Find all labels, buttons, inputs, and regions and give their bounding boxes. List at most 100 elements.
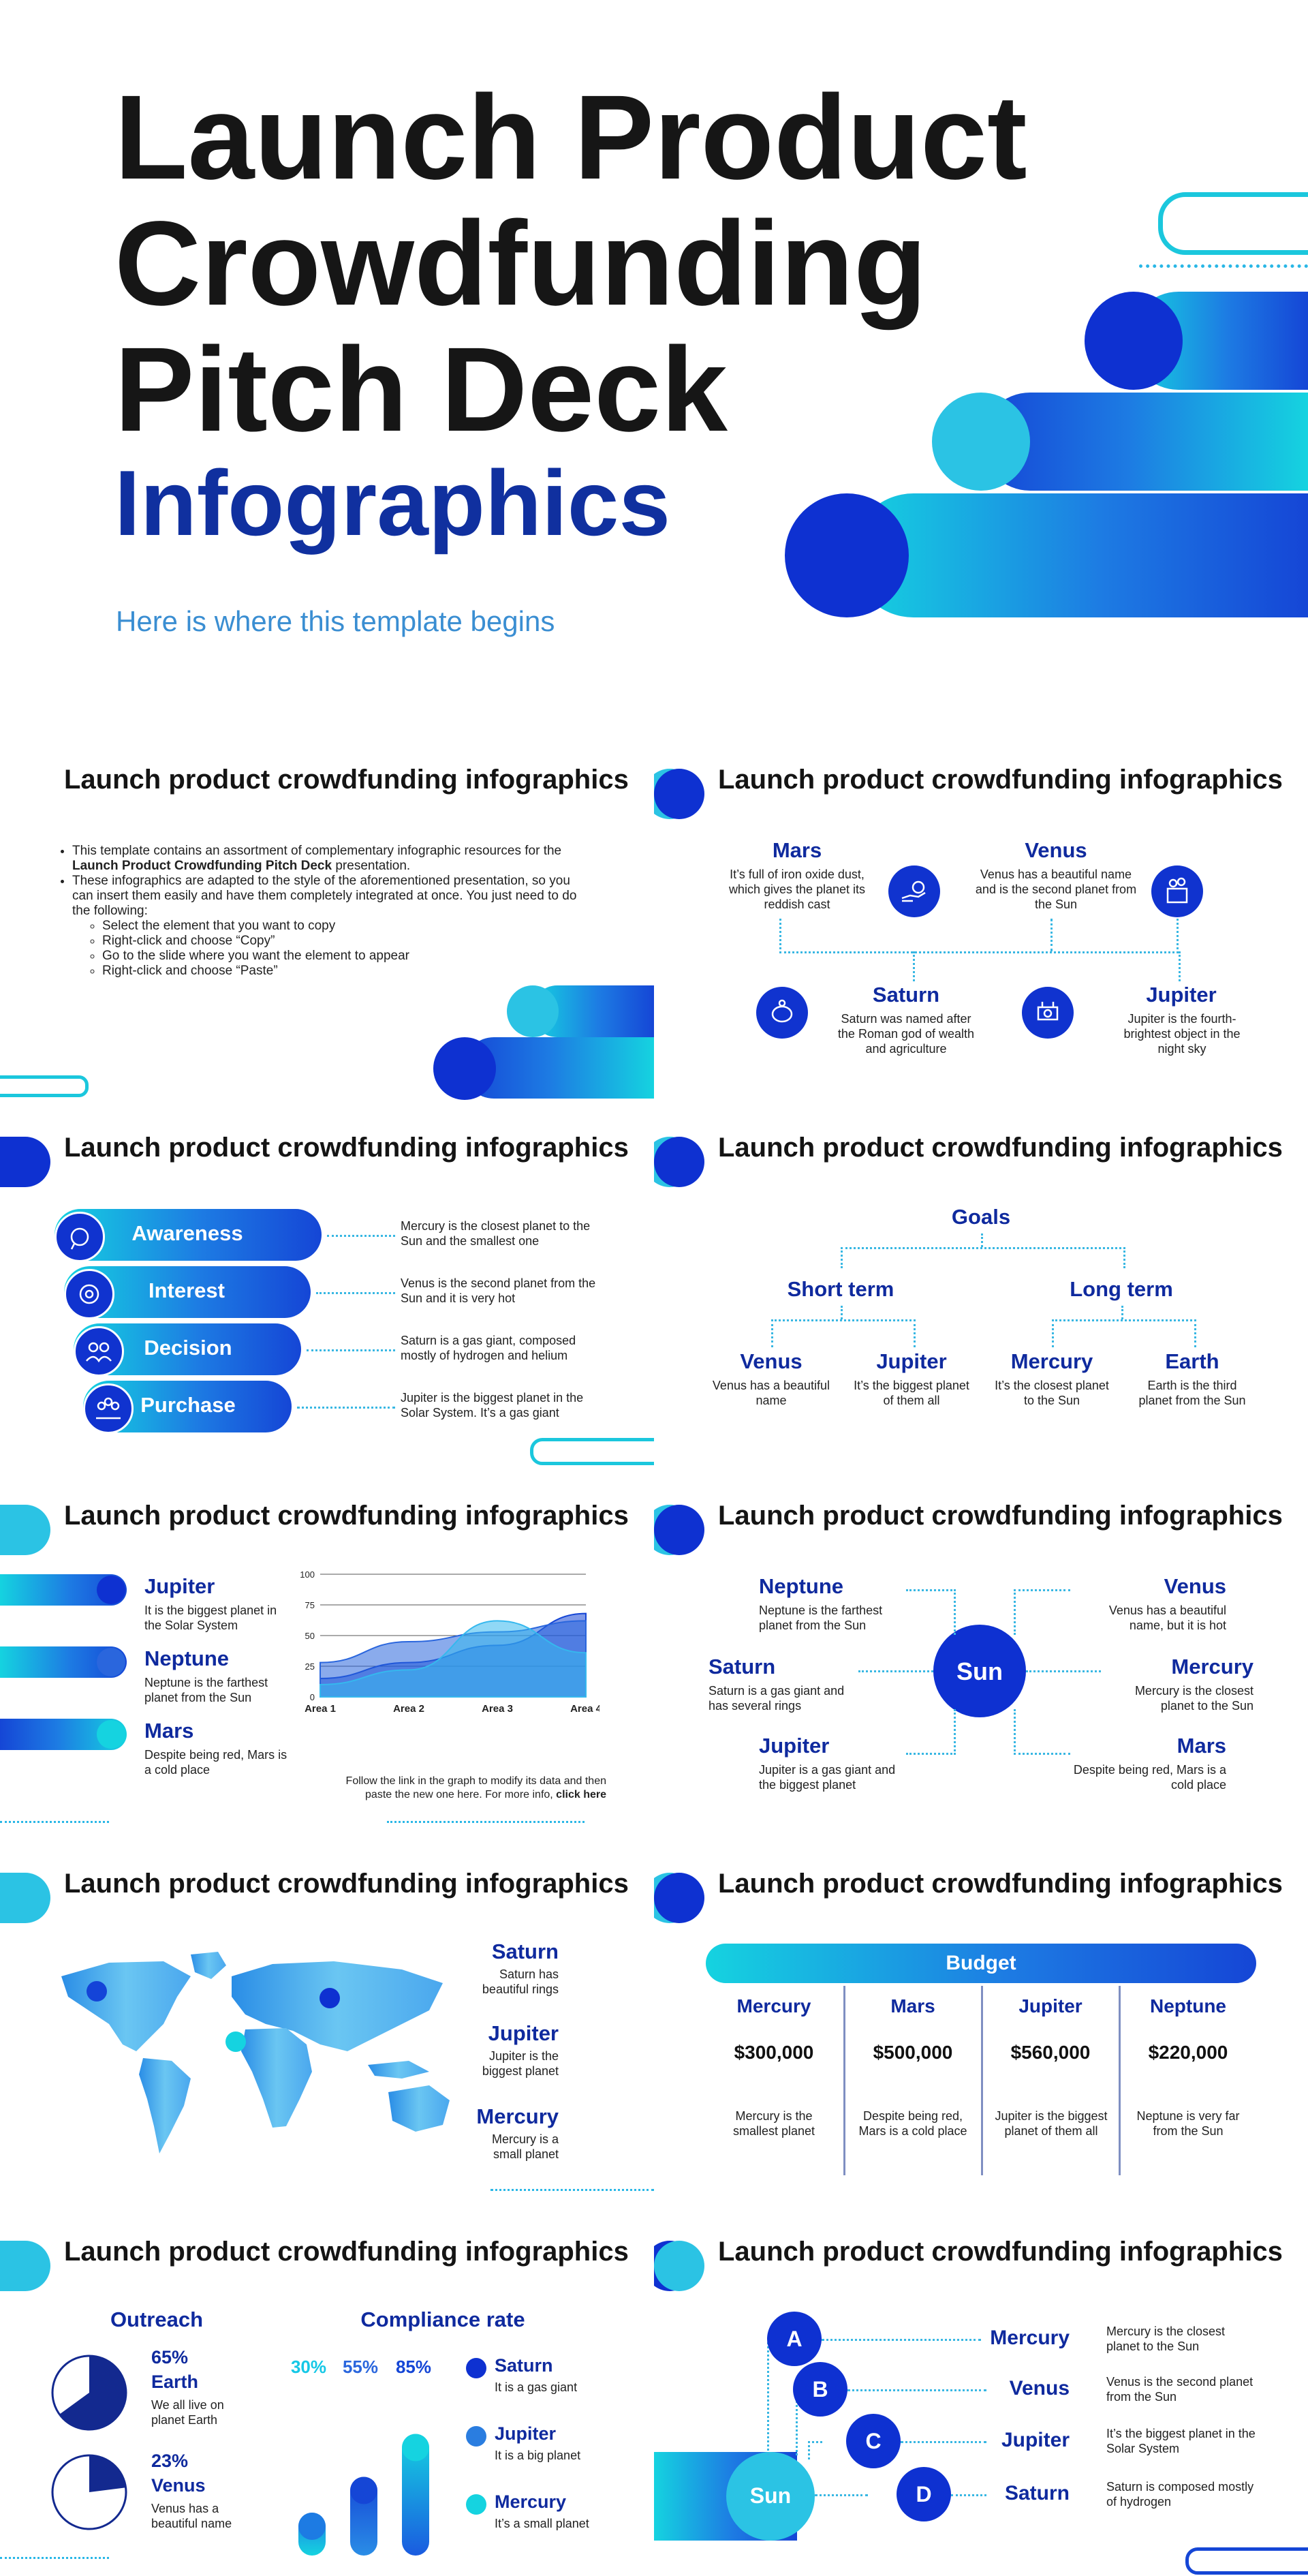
slide-title: Launch product crowdfunding infographics xyxy=(718,1133,1283,1163)
pie-earth-text: We all live on planet Earth xyxy=(151,2398,224,2427)
abcd-jupiter-name: Jupiter xyxy=(1001,2429,1070,2451)
budget-col-name: Neptune xyxy=(1150,1995,1226,2017)
budget-col-name: Mercury xyxy=(736,1995,811,2017)
map-mercury-text: Mercury is a small planet xyxy=(491,2132,559,2161)
budget-col-text: Neptune is very far from the Sun xyxy=(1136,2109,1240,2138)
icon-decision xyxy=(74,1326,124,1377)
step-item: Right-click and choose “Copy” xyxy=(102,934,591,949)
legend-neptune-name: Neptune xyxy=(144,1646,229,1670)
leaf-earth-name: Earth xyxy=(1165,1349,1219,1373)
pie-venus-text: Venus has a beautiful name xyxy=(151,2502,232,2530)
step-item: Go to the slide where you want the eleme… xyxy=(102,949,591,964)
intro-bold: Launch Product Crowdfunding Pitch Deck xyxy=(72,859,332,873)
slide-title: Launch product crowdfunding infographics xyxy=(64,2237,629,2267)
pie-slice xyxy=(89,2455,126,2492)
abcd-mercury-name: Mercury xyxy=(990,2327,1070,2349)
x-tick-label: Area 1 xyxy=(305,1703,336,1715)
compliance-title: Compliance rate xyxy=(360,2307,525,2331)
legend-dot xyxy=(97,1720,125,1749)
connector xyxy=(1026,1670,1101,1672)
cover-title-line2: Crowdfunding xyxy=(114,197,927,331)
icon-interest xyxy=(64,1269,114,1319)
connector xyxy=(815,2494,868,2496)
group-icon xyxy=(96,1397,121,1420)
icon-coins-box xyxy=(1151,865,1203,917)
dotted-line-decor xyxy=(0,2557,109,2559)
people-icon xyxy=(86,1342,112,1363)
dotted-line-decor xyxy=(0,1821,109,1823)
leaf-jupiter-text: It’s the biggest planet of them all xyxy=(854,1379,969,1407)
y-tick-label: 50 xyxy=(305,1631,315,1641)
slide-sun-radial: Launch product crowdfunding infographics… xyxy=(654,1472,1308,1840)
map-mercury-name: Mercury xyxy=(476,2104,559,2128)
slide-title: Launch product crowdfunding infographics xyxy=(718,1501,1283,1531)
slide-title: Launch product crowdfunding infographics xyxy=(64,1501,629,1531)
stage-text: Venus is the second planet from the Sun … xyxy=(401,1276,596,1305)
letter-circle-c xyxy=(846,2414,901,2468)
compliance-bar-cap xyxy=(350,2477,377,2504)
stage-text: Jupiter is the biggest planet in the Sol… xyxy=(401,1391,584,1420)
icon-awareness xyxy=(54,1212,105,1262)
item-saturn-name: Saturn xyxy=(872,983,940,1007)
legend-mars-text: Despite being red, Mars is a cold place xyxy=(144,1748,287,1777)
compliance-bars xyxy=(298,2434,429,2556)
slide-abcd-sun: Launch product crowdfunding infographics… xyxy=(654,2208,1308,2576)
x-tick-label: Area 2 xyxy=(393,1703,424,1715)
y-tick-label: 75 xyxy=(305,1600,315,1610)
circle-decor xyxy=(507,985,559,1037)
circle-decor-2 xyxy=(932,393,1030,491)
legend-jupiter-name: Jupiter xyxy=(495,2423,557,2444)
slide-title: Launch product crowdfunding infographics xyxy=(718,1869,1283,1899)
world-map xyxy=(61,1952,450,2153)
cash-register-icon xyxy=(1037,1002,1059,1021)
dotted-line-decor xyxy=(387,1821,585,1823)
leaf-mercury-name: Mercury xyxy=(1010,1349,1093,1373)
area-series-3 xyxy=(320,1620,587,1698)
item-mars-name: Mars xyxy=(772,838,822,862)
slide-title: Launch product crowdfunding infographics xyxy=(64,1869,629,1899)
slide-title: Launch product crowdfunding infographics xyxy=(718,2237,1283,2267)
legend-dot xyxy=(97,1576,125,1604)
compliance-bar-cap xyxy=(298,2513,326,2540)
connector xyxy=(1121,1306,1123,1319)
cover-title-line1: Launch Product xyxy=(114,71,1027,204)
budget-col-text: Mercury is the smallest planet xyxy=(732,2109,815,2138)
item-saturn-name: Saturn xyxy=(708,1655,776,1678)
icon-purchase xyxy=(83,1383,134,1434)
chart-note-link[interactable]: click here xyxy=(556,1789,606,1800)
dotted-line-decor xyxy=(490,2189,654,2191)
africa-shape xyxy=(241,2028,312,2128)
slide-funnel-stages: Launch product crowdfunding infographics… xyxy=(0,1104,654,1472)
letter-c: C xyxy=(865,2429,882,2453)
slide-budget: Launch product crowdfunding infographics… xyxy=(654,1840,1308,2208)
legend-jupiter-text: It is a big planet xyxy=(495,2449,581,2462)
icon-piggy-bank xyxy=(756,987,808,1039)
piggy-bank-icon xyxy=(771,999,793,1023)
item-venus-text: Venus has a beautiful name, but it is ho… xyxy=(1108,1604,1226,1632)
connector xyxy=(841,1247,1125,1268)
x-tick-label: Area 4 xyxy=(570,1703,600,1715)
budget-col-text: Jupiter is the biggest planet of them al… xyxy=(995,2109,1108,2138)
item-saturn-text: Saturn is a gas giant and has several ri… xyxy=(708,1684,845,1713)
map-jupiter-name: Jupiter xyxy=(488,2021,559,2045)
connector xyxy=(847,2389,986,2391)
connector xyxy=(906,1589,956,1635)
y-tick-label: 100 xyxy=(300,1569,315,1580)
legend-dot-saturn xyxy=(466,2358,486,2378)
connector xyxy=(913,951,915,981)
connector xyxy=(1014,1589,1070,1635)
stage-label: Interest xyxy=(149,1278,225,1302)
cover-title: Launch Product Crowdfunding Pitch Deck xyxy=(114,75,1027,453)
legend-mars-name: Mars xyxy=(144,1719,194,1743)
legend-dot-mercury xyxy=(466,2494,486,2515)
legend-saturn-text: It is a gas giant xyxy=(495,2380,578,2394)
item-mars-text: Despite being red, Mars is a cold place xyxy=(1073,1763,1226,1792)
pie-venus-pct: 23% xyxy=(151,2451,189,2471)
connector xyxy=(1014,1709,1070,1755)
budget-amount: $500,000 xyxy=(873,2042,953,2063)
legend-dot xyxy=(97,1648,125,1676)
connector xyxy=(327,1235,395,1237)
connector xyxy=(901,2441,986,2443)
target-icon xyxy=(79,1284,99,1304)
